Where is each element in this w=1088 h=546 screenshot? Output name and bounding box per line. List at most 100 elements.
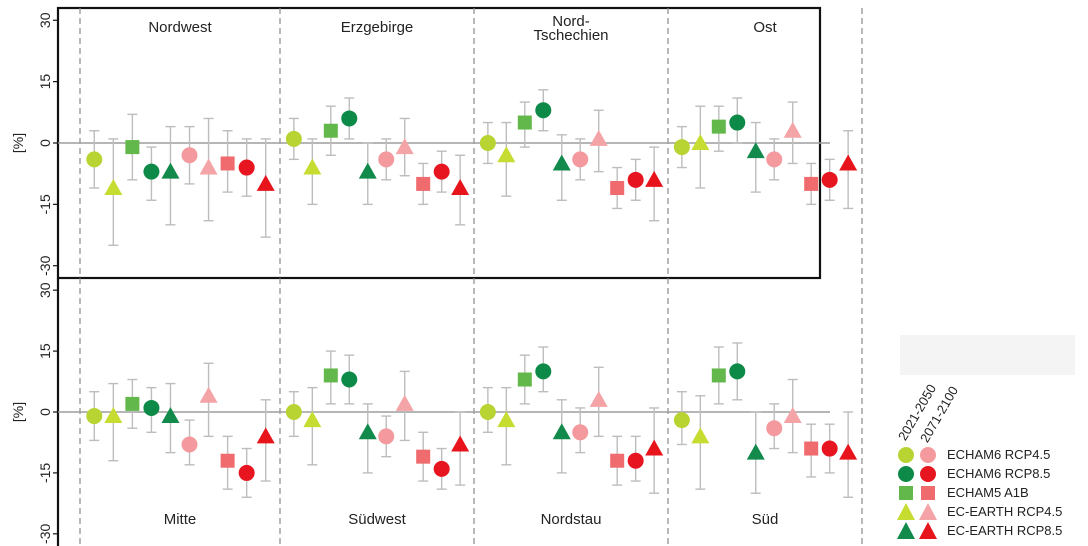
data-point	[125, 140, 140, 155]
data-point	[451, 179, 470, 195]
legend-blur-area	[900, 335, 1075, 375]
data-point	[303, 158, 322, 175]
data-point	[645, 439, 664, 456]
y-tick-label: 15	[37, 343, 53, 359]
data-point	[181, 147, 198, 164]
panel-7: Süd	[673, 342, 858, 528]
data-point	[161, 162, 180, 179]
data-point	[711, 368, 726, 383]
data-point	[303, 411, 322, 428]
data-point	[416, 176, 431, 191]
legend-marker	[896, 521, 916, 541]
data-point	[479, 404, 496, 420]
legend-marker	[918, 502, 938, 522]
panel-6: Nordstau	[479, 346, 664, 528]
data-point	[161, 407, 180, 424]
chart: 30 15 0 -15 -30 [%] 30 15 0 -15 -30 [%] Nordwest Erzg…	[10, 6, 863, 546]
legend-marker	[918, 445, 938, 465]
y-tick-label: 15	[37, 74, 53, 90]
data-point	[804, 176, 819, 191]
legend-label: EC-EARTH RCP8.5	[947, 523, 1063, 538]
panel-4: Mitte	[86, 362, 275, 528]
data-point	[821, 440, 838, 457]
panel-title: Ost	[753, 19, 777, 36]
data-point	[729, 114, 746, 131]
y-axis-label: [%]	[10, 133, 26, 153]
legend-label: ECHAM5 A1B	[947, 485, 1029, 500]
panel-5: Südwest	[285, 350, 470, 528]
legend-marker	[896, 445, 916, 465]
data-point	[711, 119, 726, 134]
data-point	[181, 436, 198, 453]
data-point	[589, 129, 608, 146]
data-point	[610, 453, 625, 468]
y-tick-label: -30	[37, 523, 53, 543]
legend-headers: 2021-2050 2071-2100	[890, 300, 1085, 450]
legend-marker	[896, 502, 916, 522]
data-point	[497, 411, 516, 428]
data-point	[433, 163, 450, 180]
panel-title: Süd	[752, 511, 779, 528]
data-point	[220, 156, 235, 171]
data-point	[691, 427, 710, 444]
panel-3: Ost	[673, 19, 858, 210]
data-point	[673, 139, 690, 156]
data-point	[572, 424, 589, 441]
data-point	[552, 154, 571, 171]
data-point	[766, 420, 783, 437]
data-point	[238, 159, 255, 176]
data-point	[341, 371, 358, 388]
legend-label: EC-EARTH RCP4.5	[947, 504, 1063, 519]
data-point	[572, 151, 589, 168]
data-point	[746, 443, 765, 460]
legend-marker	[896, 483, 916, 503]
data-point	[535, 102, 552, 119]
panel-title: Nord-	[552, 13, 590, 30]
data-point	[433, 460, 450, 477]
legend-marker	[896, 464, 916, 484]
data-point	[627, 452, 644, 469]
data-point	[238, 464, 255, 481]
legend-entry: ECHAM6 RCP8.5	[890, 464, 1085, 484]
panel-title: Nordwest	[148, 19, 212, 36]
y-tick-label: -15	[37, 463, 53, 483]
data-point	[729, 363, 746, 380]
data-point	[497, 146, 516, 163]
data-point	[378, 151, 395, 168]
data-point	[358, 423, 377, 440]
legend-marker	[918, 483, 938, 503]
panel-title: Erzgebirge	[341, 19, 414, 36]
data-point	[199, 158, 218, 175]
data-point	[783, 121, 802, 138]
data-point	[86, 151, 103, 168]
data-point	[839, 154, 858, 171]
y-tick-label: -15	[37, 194, 53, 214]
y-tick-label: 30	[37, 282, 53, 298]
data-point	[256, 427, 275, 444]
data-point	[285, 130, 302, 147]
data-point	[691, 134, 710, 150]
legend-entry: EC-EARTH RCP8.5	[890, 521, 1085, 541]
data-point	[766, 151, 783, 168]
panel-title: Mitte	[164, 511, 197, 528]
data-point	[517, 372, 532, 387]
data-point	[199, 386, 218, 403]
legend-entry: ECHAM6 RCP4.5	[890, 445, 1085, 465]
legend-entry: EC-EARTH RCP4.5	[890, 502, 1085, 522]
panel-2: Nord-Tschechien	[479, 13, 664, 222]
data-point	[104, 407, 123, 424]
data-point	[143, 399, 160, 416]
data-point	[517, 115, 532, 130]
data-point	[86, 408, 103, 425]
data-point	[395, 394, 414, 411]
data-point	[535, 363, 552, 380]
legend: 2021-2050 2071-2100 ECHAM6 RCP4.5 ECHAM6 …	[890, 300, 1085, 544]
data-point	[589, 390, 608, 407]
data-point	[673, 412, 690, 429]
data-point	[783, 407, 802, 424]
data-point	[839, 443, 858, 460]
data-point	[104, 179, 123, 195]
data-point	[220, 453, 235, 468]
panel-title: Nordstau	[541, 511, 602, 528]
y-tick-label: -30	[37, 255, 53, 275]
